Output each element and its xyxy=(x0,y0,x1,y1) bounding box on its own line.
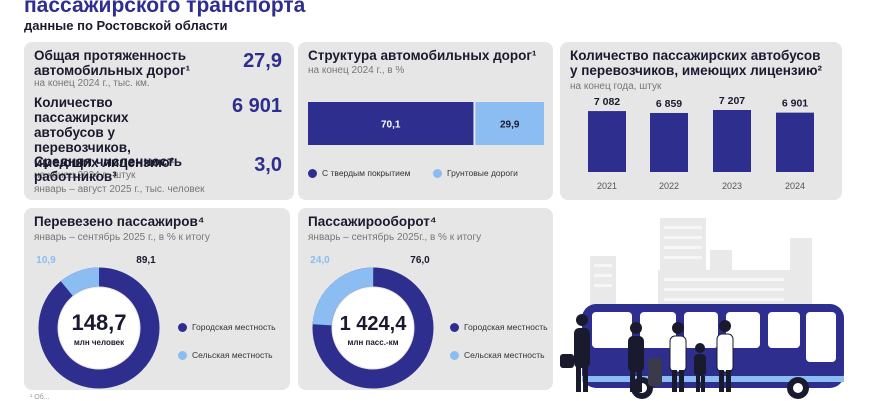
passengers-label-urban: 89,1 xyxy=(136,255,156,266)
legend-dot-paved xyxy=(308,168,317,178)
legend-urban: Городская местность xyxy=(178,322,276,332)
stats-card: Общая протяженность автомобильных дорог¹… xyxy=(24,42,294,200)
turnover-title: Пассажирооборот⁴ xyxy=(308,214,437,229)
passengers-slice-rural xyxy=(38,267,160,389)
legend-paved: С твердым покрытием xyxy=(308,168,410,178)
buses-chart: 7 082 2021 6 859 2022 7 207 2023 6 901 2024 xyxy=(588,95,814,191)
buses-sub: на конец года, штук xyxy=(570,81,662,92)
bus-bar-label-2022: 6 859 xyxy=(656,98,682,110)
legend-rural: Сельская местность xyxy=(178,350,273,360)
road-bar-paved xyxy=(308,102,474,145)
legend-dot-urban xyxy=(178,322,187,332)
legend-rural-turnover: Сельская местность xyxy=(450,350,545,360)
stat-roads-value: 27,9 xyxy=(243,50,282,72)
passengers-card: Перевезено пассажиров⁴ январь – сентябрь… xyxy=(24,208,290,390)
turnover-center-value: 1 424,4 xyxy=(340,313,408,335)
buses-card: Количество пассажирских автобусов у пере… xyxy=(560,42,842,200)
passengers-sub: январь – сентябрь 2025 г., в % к итогу xyxy=(34,232,210,243)
turnover-label-urban: 76,0 xyxy=(410,255,430,266)
turnover-donut: 1 424,4 млн пасс.-км 76,0 24,0 xyxy=(310,255,434,389)
bus-icon xyxy=(582,304,844,399)
stat-buses: Количество пассажирских автобусов у пере… xyxy=(34,95,175,181)
road-label-paved: 70,1 xyxy=(381,120,401,131)
legend-dot-unpaved xyxy=(433,168,442,178)
bus-bar-2023 xyxy=(713,110,751,172)
bus-year-2022: 2022 xyxy=(659,181,679,191)
stat-buses-value: 6 901 xyxy=(231,95,282,117)
road-structure-chart: 70,1 29,9 xyxy=(308,102,544,145)
bus-bar-label-2021: 7 082 xyxy=(594,96,620,108)
bus-bar-label-2024: 6 901 xyxy=(782,98,808,110)
turnover-center-unit: млн пасс.-км xyxy=(347,338,398,347)
legend-dot-urban-turnover xyxy=(450,322,459,332)
stat-workers: Средняя численность работников³ январь –… xyxy=(34,154,205,195)
road-structure-title: Структура автомобильных дорог¹ xyxy=(308,48,537,63)
road-structure-card: Структура автомобильных дорог¹ на конец … xyxy=(298,42,553,200)
legend-unpaved: Грунтовые дороги xyxy=(433,168,518,178)
bus-bar-2021 xyxy=(588,111,626,172)
turnover-sub: январь – сентябрь 2025г., в % к итогу xyxy=(308,232,482,243)
bus-bar-2022 xyxy=(650,112,688,172)
passengers-center-unit: млн человек xyxy=(74,338,125,347)
legend-dot-rural-turnover xyxy=(450,350,459,360)
page-subtitle: данные по Ростовской области xyxy=(24,18,228,33)
legend-dot-rural xyxy=(178,350,187,360)
page-title: пассажирского транспорта xyxy=(24,0,306,17)
turnover-slice-rural xyxy=(312,267,434,389)
stat-workers-value: 3,0 xyxy=(254,154,282,176)
bus-year-2021: 2021 xyxy=(597,181,617,191)
road-bar-unpaved xyxy=(475,102,544,145)
bus-bar-2024 xyxy=(776,112,814,172)
buses-title: Количество пассажирских автобусов у пере… xyxy=(570,48,822,78)
turnover-label-rural: 24,0 xyxy=(310,255,330,266)
bus-bar-label-2023: 7 207 xyxy=(719,95,745,107)
passengers-center-value: 148,7 xyxy=(71,310,126,335)
legend-urban-turnover: Городская местность xyxy=(450,322,548,332)
passengers-title: Перевезено пассажиров⁴ xyxy=(34,214,205,229)
bus-year-2023: 2023 xyxy=(722,181,742,191)
bus-year-2024: 2024 xyxy=(785,181,805,191)
bus-city-illustration xyxy=(560,218,844,399)
passengers-icon xyxy=(560,314,734,392)
passengers-label-rural: 10,9 xyxy=(36,255,56,266)
turnover-card: Пассажирооборот⁴ январь – сентябрь 2025г… xyxy=(298,208,553,390)
road-structure-sub: на конец 2024 г., в % xyxy=(308,65,405,76)
stat-roads-length: Общая протяженность автомобильных дорог¹… xyxy=(34,48,191,89)
footnote: ¹ Об... xyxy=(30,394,50,401)
road-label-unpaved: 29,9 xyxy=(500,120,520,131)
passengers-donut: 148,7 млн человек 89,1 10,9 xyxy=(36,255,160,389)
